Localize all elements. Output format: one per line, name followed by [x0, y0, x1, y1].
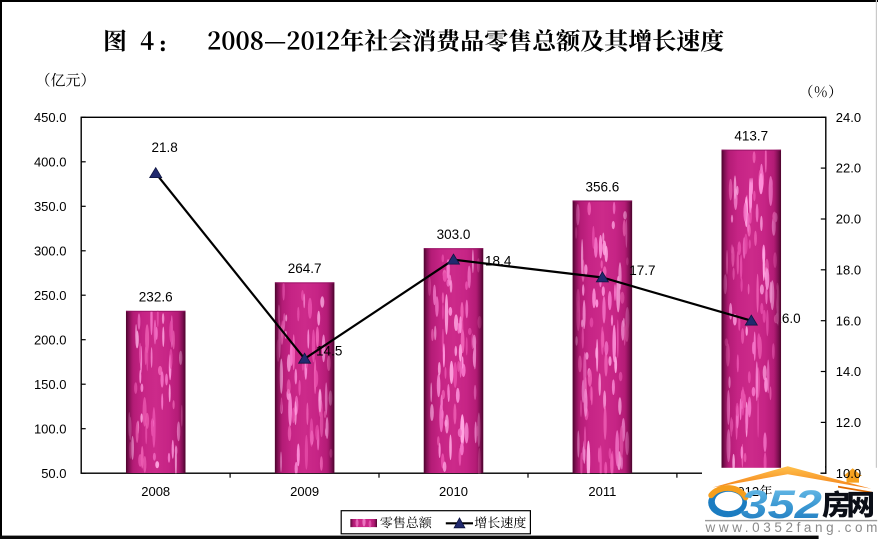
- svg-text:400.0: 400.0: [34, 154, 67, 169]
- svg-text:2011: 2011: [588, 484, 616, 499]
- svg-text:18.0: 18.0: [836, 262, 861, 277]
- svg-text:356.6: 356.6: [586, 179, 620, 194]
- svg-text:264.7: 264.7: [288, 261, 322, 276]
- svg-text:21.8: 21.8: [151, 140, 177, 155]
- svg-text:2009: 2009: [290, 484, 319, 499]
- svg-text:www.0352fang.com: www.0352fang.com: [705, 520, 878, 535]
- svg-text:22.0: 22.0: [836, 161, 861, 176]
- svg-text:300.0: 300.0: [34, 243, 67, 258]
- svg-text:413.7: 413.7: [734, 129, 768, 144]
- svg-text:2010: 2010: [439, 484, 468, 499]
- svg-text:450.0: 450.0: [34, 110, 67, 125]
- svg-text:303.0: 303.0: [437, 227, 471, 242]
- svg-text:2008: 2008: [141, 484, 170, 499]
- svg-text:100.0: 100.0: [34, 421, 67, 436]
- svg-text:20.0: 20.0: [836, 212, 861, 227]
- svg-text:232.6: 232.6: [139, 290, 173, 305]
- svg-text:16.0: 16.0: [836, 313, 861, 328]
- svg-text:50.0: 50.0: [41, 466, 66, 481]
- svg-text:250.0: 250.0: [34, 288, 67, 303]
- svg-text:18.4: 18.4: [485, 253, 512, 268]
- svg-text:10.0: 10.0: [836, 466, 861, 481]
- svg-text:14.0: 14.0: [836, 364, 861, 379]
- svg-text:14.5: 14.5: [316, 343, 342, 358]
- svg-text:12.0: 12.0: [836, 415, 861, 430]
- svg-text:24.0: 24.0: [836, 110, 861, 125]
- svg-text:350.0: 350.0: [34, 199, 67, 214]
- svg-text:150.0: 150.0: [34, 377, 67, 392]
- svg-text:17.7: 17.7: [629, 263, 655, 278]
- svg-text:200.0: 200.0: [34, 332, 67, 347]
